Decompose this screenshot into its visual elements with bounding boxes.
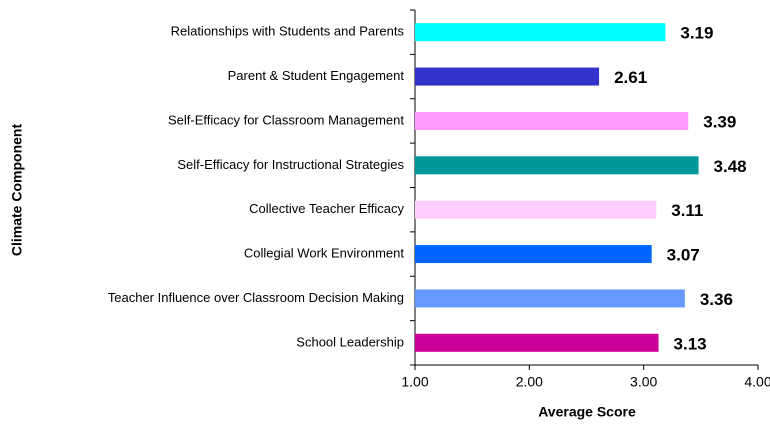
bar bbox=[415, 289, 685, 308]
data-label: 3.39 bbox=[703, 112, 736, 131]
bar bbox=[415, 245, 652, 264]
x-axis-title: Average Score bbox=[538, 404, 636, 420]
x-tick-label: 2.00 bbox=[516, 374, 543, 390]
bar bbox=[415, 333, 659, 352]
data-label: 3.48 bbox=[714, 157, 747, 176]
data-label: 3.19 bbox=[680, 24, 713, 43]
x-tick-label: 4.00 bbox=[744, 374, 770, 390]
y-tick-label: Parent & Student Engagement bbox=[228, 68, 405, 83]
data-label: 3.36 bbox=[700, 290, 733, 309]
bar bbox=[415, 111, 689, 130]
y-tick-label: Self-Efficacy for Instructional Strategi… bbox=[177, 157, 404, 172]
data-label: 3.13 bbox=[674, 334, 707, 353]
bar bbox=[415, 67, 600, 86]
y-tick-label: Collective Teacher Efficacy bbox=[249, 201, 404, 216]
bar bbox=[415, 200, 657, 219]
bar bbox=[415, 23, 666, 42]
x-tick-label: 1.00 bbox=[401, 374, 428, 390]
y-axis-title: Climate Component bbox=[9, 124, 25, 257]
y-tick-label: Self-Efficacy for Classroom Management bbox=[168, 112, 404, 127]
y-tick-label: School Leadership bbox=[296, 334, 404, 349]
y-tick-label: Relationships with Students and Parents bbox=[171, 24, 405, 39]
data-label: 3.11 bbox=[671, 201, 703, 220]
y-tick-label: Teacher Influence over Classroom Decisio… bbox=[108, 290, 404, 305]
y-tick-label: Collegial Work Environment bbox=[244, 246, 405, 261]
data-label: 2.61 bbox=[614, 68, 647, 87]
x-tick-label: 3.00 bbox=[630, 374, 657, 390]
data-label: 3.07 bbox=[667, 246, 700, 265]
bar bbox=[415, 156, 699, 175]
